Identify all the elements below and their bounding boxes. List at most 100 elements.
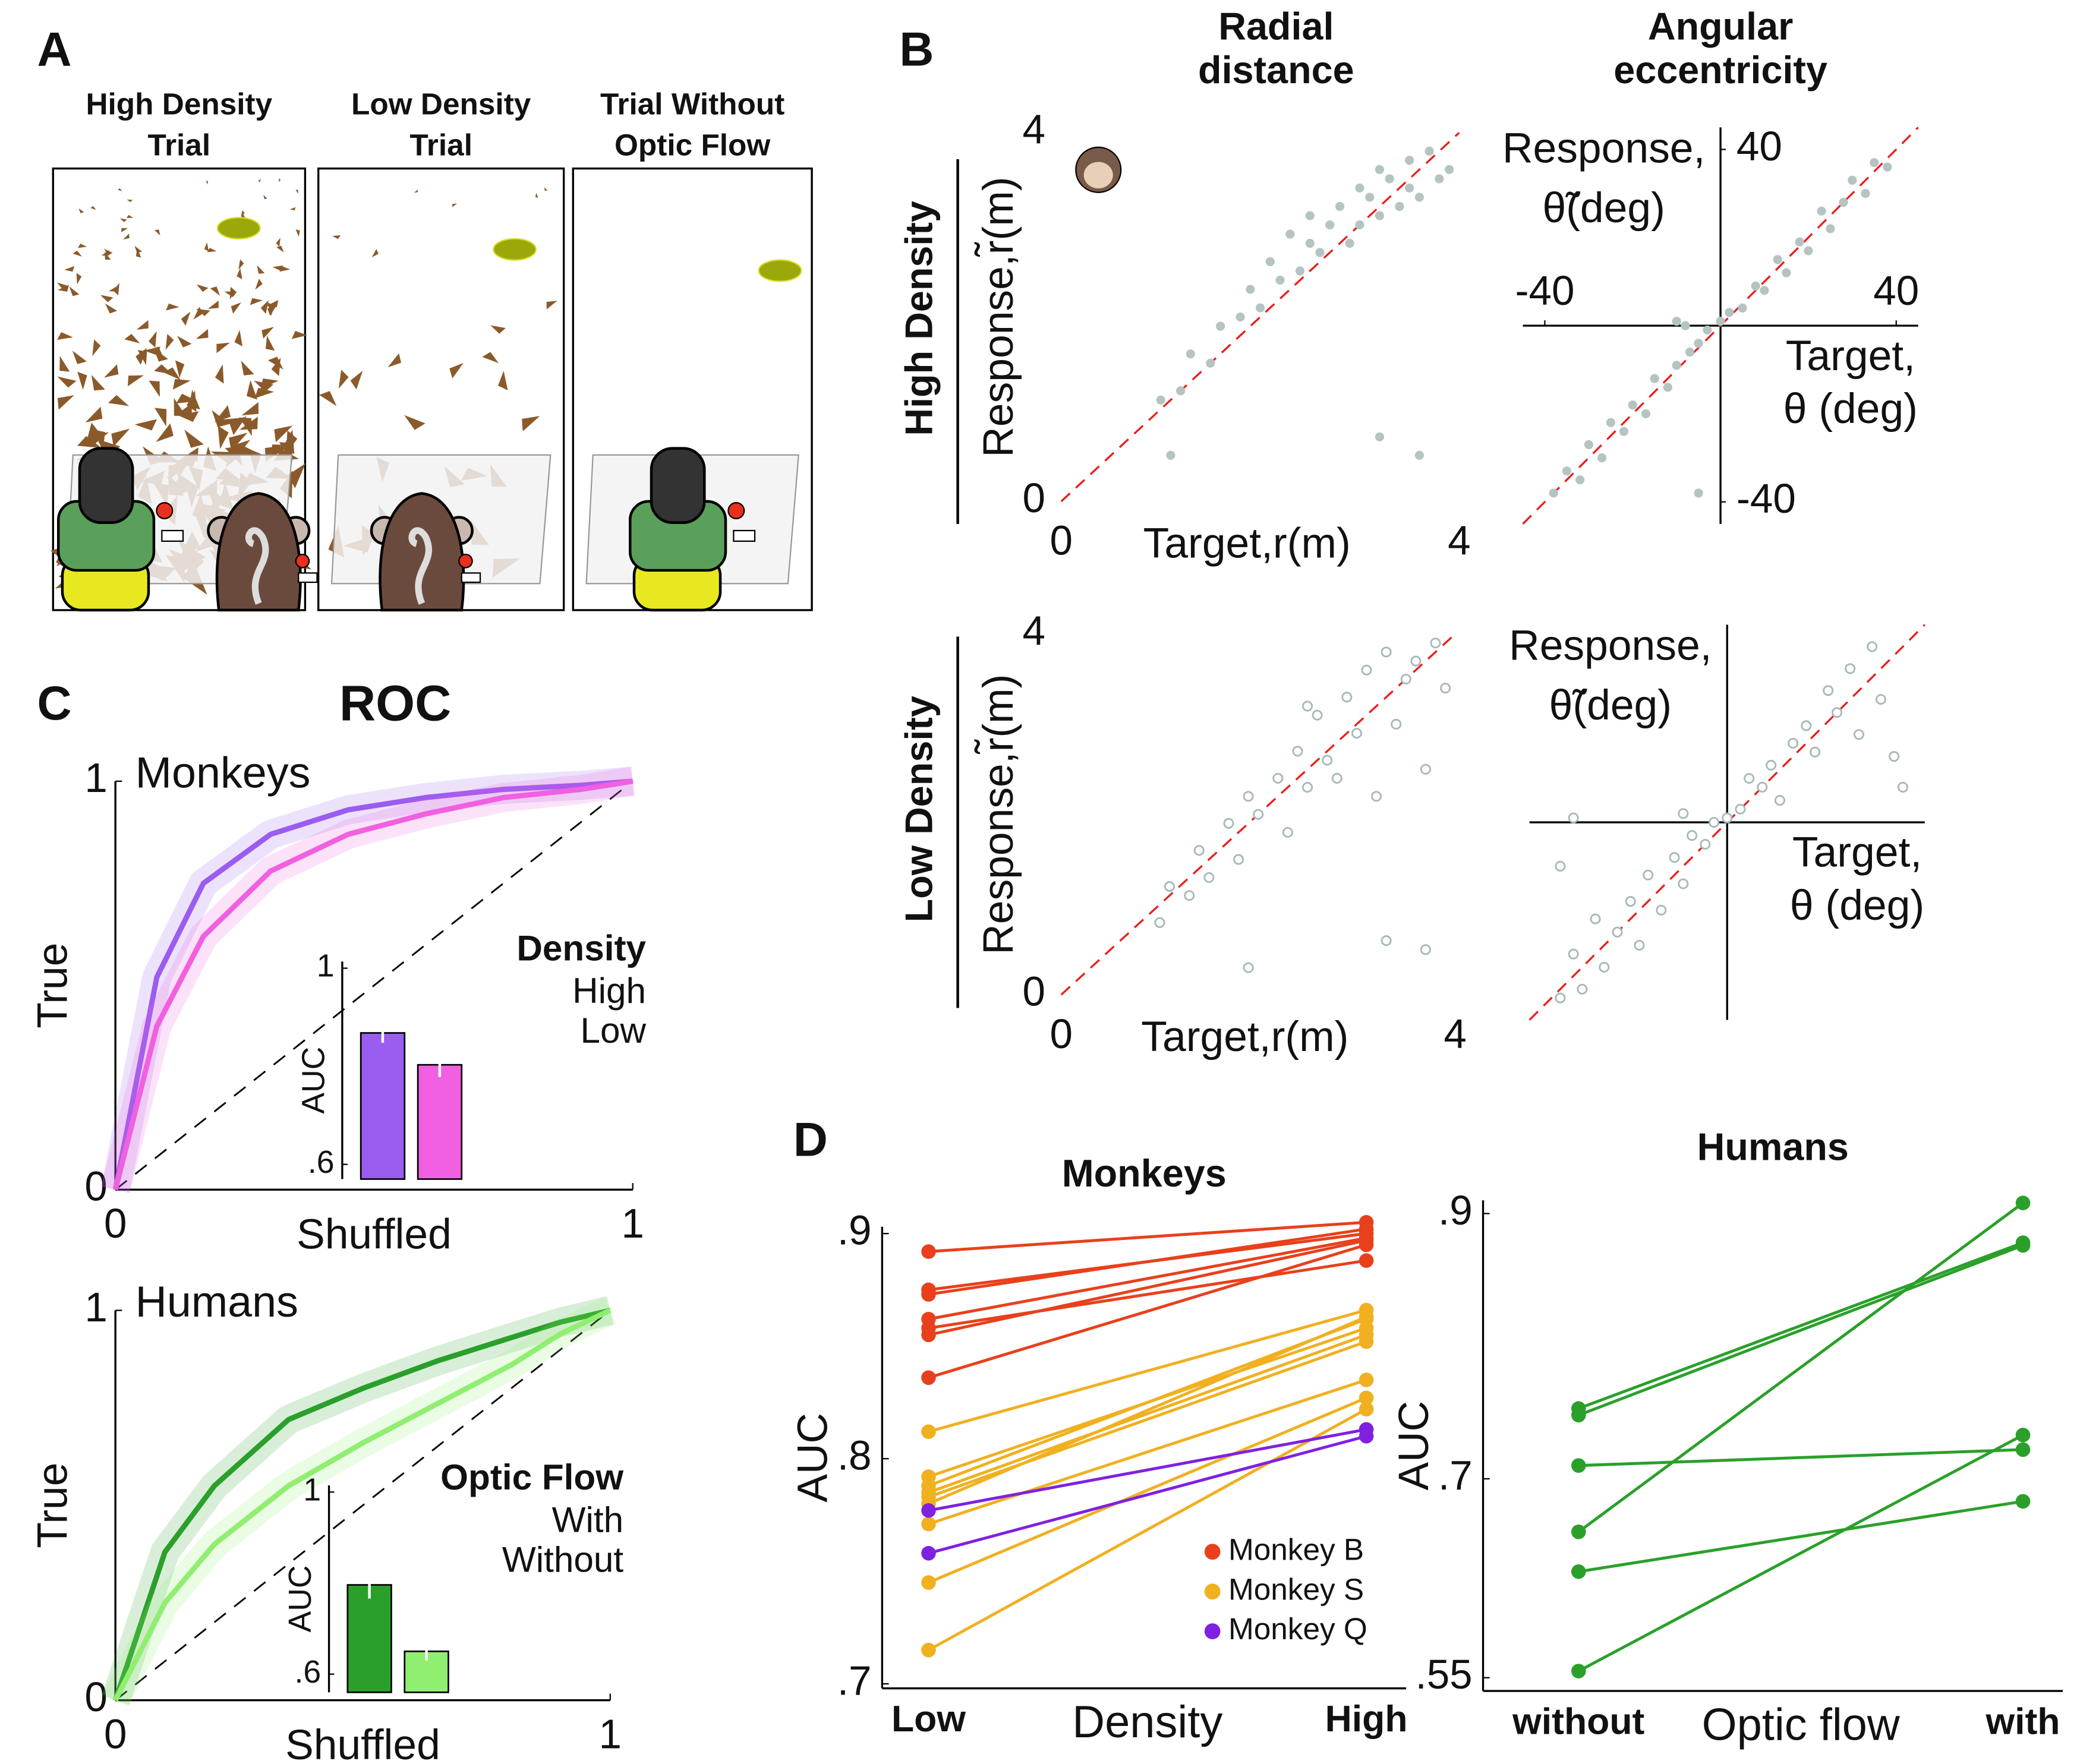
- trial-title: Optic Flow: [614, 128, 771, 162]
- x-tick-label: 1: [621, 1200, 644, 1247]
- ground-element: [238, 259, 244, 270]
- ground-element: [77, 436, 102, 448]
- chart-title: Humans: [1697, 1125, 1849, 1168]
- scatter-point: [1430, 638, 1441, 649]
- ground-element: [387, 353, 401, 368]
- ground-element: [482, 352, 499, 364]
- y-tick-label: 40: [1737, 123, 1782, 169]
- scatter-point: [1154, 917, 1165, 928]
- scatter-point: [1650, 374, 1659, 383]
- chance-line: [115, 1309, 611, 1701]
- y-tick-label: 1: [84, 755, 107, 801]
- scatter-point: [1206, 358, 1215, 368]
- subject-point: [921, 1244, 936, 1259]
- scatter-point: [1823, 685, 1834, 696]
- joystick-base: [461, 572, 481, 583]
- y-axis-label: Response,r̃(m): [973, 177, 1022, 457]
- ground-element: [207, 300, 219, 309]
- subject-point: [1571, 1458, 1586, 1473]
- trial-title: Low Density: [351, 87, 531, 121]
- y-axis-label: Response,r̃(m): [973, 674, 1022, 955]
- ground-element: [276, 238, 281, 247]
- ground-element: [56, 332, 73, 340]
- scatter-point: [1414, 193, 1424, 202]
- ground-element: [265, 335, 275, 351]
- joystick: [295, 554, 310, 569]
- x-tick-label: 1: [599, 1711, 622, 1757]
- panel-title: ROC: [339, 674, 451, 731]
- bar: [360, 1032, 406, 1180]
- ground-element: [111, 428, 130, 447]
- ground-element: [77, 371, 87, 390]
- scatter-point: [1223, 818, 1234, 829]
- subject-line: [928, 1239, 1367, 1337]
- y-tick-label: .6: [295, 1655, 322, 1690]
- x-tick-label: High: [1325, 1698, 1408, 1740]
- target: [493, 238, 537, 261]
- trial-title: Trial: [148, 128, 211, 162]
- scatter-point: [1302, 700, 1313, 712]
- subject-point: [1359, 1372, 1374, 1387]
- panel-label: B: [899, 23, 934, 77]
- subject-line: [928, 1308, 1367, 1434]
- ground-element: [57, 376, 77, 388]
- subject-point: [1359, 1253, 1374, 1268]
- y-axis-label: AUC: [1390, 1401, 1438, 1491]
- ground-element: [104, 364, 119, 378]
- x-tick-label: 0: [104, 1711, 127, 1757]
- scatter-point: [1335, 201, 1345, 212]
- scatter-point: [1795, 237, 1804, 247]
- target: [758, 259, 802, 282]
- chart-title: Monkeys: [135, 747, 311, 797]
- ground-element: [271, 357, 281, 376]
- ground-element: [291, 331, 307, 339]
- ground-element: [254, 380, 274, 392]
- ground-element: [246, 380, 258, 400]
- y-axis-label: AUC: [283, 1565, 318, 1632]
- scatter-point: [1703, 325, 1712, 335]
- ground-element: [254, 387, 275, 399]
- ground-element: [222, 417, 245, 428]
- scatter-point: [1361, 664, 1372, 676]
- scatter-point: [1694, 339, 1703, 348]
- ground-element: [134, 245, 143, 253]
- ground-element: [229, 286, 236, 299]
- ground-element: [522, 416, 540, 432]
- scatter-point: [1810, 746, 1821, 758]
- scatter-point: [1381, 646, 1392, 658]
- scatter-point: [1375, 432, 1385, 441]
- scatter-point: [1253, 809, 1264, 820]
- y-axis-label: Response,: [1502, 124, 1705, 172]
- scatter-point: [1275, 275, 1285, 285]
- ground-element: [176, 393, 197, 404]
- scatter-point: [1215, 321, 1225, 331]
- subject-point: [2015, 1195, 2031, 1210]
- ground-element: [288, 463, 306, 488]
- ground-element: [272, 265, 283, 271]
- x-axis-label: Target,r(m): [1141, 1013, 1348, 1061]
- ground-element: [490, 325, 506, 334]
- scatter-point: [1656, 904, 1667, 916]
- scatter-point: [1678, 808, 1689, 819]
- ground-element: [126, 214, 134, 218]
- y-axis-label: True: [29, 943, 77, 1028]
- y-tick-label: 1: [317, 949, 335, 984]
- ground-element: [279, 178, 281, 182]
- ground-element: [497, 371, 508, 391]
- scatter-point: [1575, 475, 1585, 485]
- subject-line: [928, 1408, 1367, 1652]
- x-axis-label: Density: [1072, 1697, 1222, 1747]
- subject-point: [921, 1370, 936, 1386]
- ground-element: [72, 351, 87, 364]
- scatter-point: [1400, 673, 1411, 685]
- scatter-point: [1405, 183, 1414, 193]
- y-tick-label: 0: [1022, 475, 1045, 521]
- ground-element: [127, 199, 133, 203]
- scatter-point: [1391, 718, 1402, 730]
- column-title: Angular: [1648, 4, 1794, 48]
- x-tick-label: -40: [1515, 267, 1574, 314]
- y-tick-label: .55: [1415, 1651, 1472, 1697]
- ground-element: [64, 266, 75, 272]
- y-tick-label: 0: [1022, 968, 1045, 1015]
